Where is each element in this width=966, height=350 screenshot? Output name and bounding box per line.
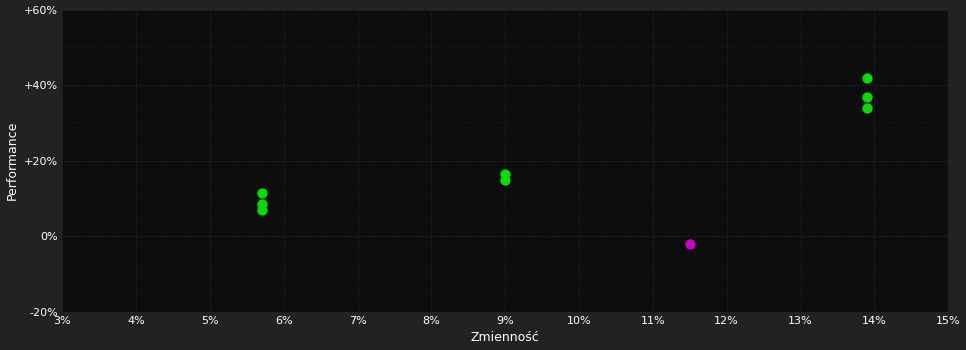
Point bbox=[497, 171, 513, 177]
Point bbox=[254, 201, 270, 207]
Point bbox=[254, 208, 270, 213]
Y-axis label: Performance: Performance bbox=[6, 121, 18, 200]
Point bbox=[859, 75, 874, 80]
Point bbox=[859, 105, 874, 111]
Point bbox=[254, 190, 270, 196]
Point bbox=[497, 177, 513, 183]
Point bbox=[682, 242, 697, 247]
X-axis label: Zmienność: Zmienność bbox=[470, 331, 540, 344]
Point bbox=[859, 94, 874, 100]
